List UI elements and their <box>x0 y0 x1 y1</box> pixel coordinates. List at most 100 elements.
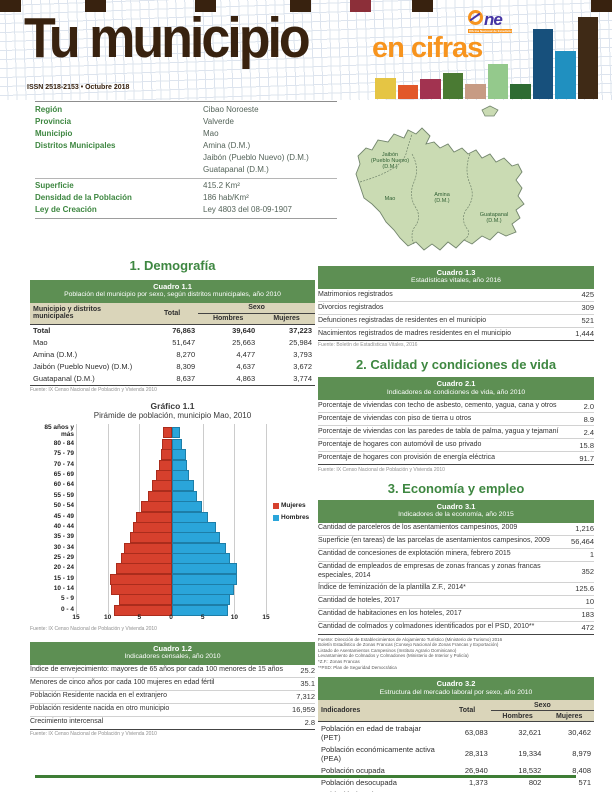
chart-subtitle: Pirámide de población, municipio Mao, 20… <box>93 411 252 421</box>
cuadro-1-2-source: Fuente: IX Censo Nacional de Población y… <box>30 731 157 738</box>
col-header-hombres: Hombres <box>198 313 259 325</box>
info-value-line: Jaibón (Pueblo Nuevo) (D.M.) <box>203 153 309 162</box>
info-value: 186 hab/Km² <box>203 192 337 204</box>
indicator-value: 309 <box>581 303 594 313</box>
row-hombres: 19,334 <box>518 749 542 758</box>
issn-line: ISSN 2518-2153 • Octubre 2018 <box>27 84 130 91</box>
cuadro-2-1-list: Porcentaje de viviendas con techo de asb… <box>318 400 594 466</box>
pyramid-row: 55 - 59 <box>30 490 315 502</box>
pyramid-x-axis: 15 10 5 0 5 10 15 <box>72 614 269 624</box>
row-total: 8,270 <box>176 350 196 360</box>
pyramid-bar-hombres <box>172 594 230 606</box>
cuadro-3-2-subtitle: Estructura del mercado laboral por sexo,… <box>379 688 533 696</box>
info-value-line: Cibao Noroeste <box>203 105 259 114</box>
indicator-label: Índice de envejecimiento: mayores de 65 … <box>30 666 283 674</box>
info-value-line: 415.2 Km² <box>203 181 240 190</box>
list-item: Porcentaje de hogares con provisión de e… <box>318 452 594 464</box>
pyramid-bar-hombres <box>172 521 217 533</box>
legend-item-mujeres: Mujeres <box>273 502 309 509</box>
cuadro-1-2-list: Índice de envejecimiento: mayores de 65 … <box>30 665 315 730</box>
legend-swatch-hombres <box>273 514 279 521</box>
row-mujeres: 3,774 <box>293 374 312 384</box>
pyramid-plot-cell <box>77 573 267 585</box>
table-row: Población ocupada 26,940 18,532 8,408 <box>318 764 594 776</box>
pyramid-row: 5 - 9 <box>30 594 315 606</box>
indicator-value: 1,444 <box>575 329 594 339</box>
indicator-value: 1,216 <box>575 524 594 534</box>
pyramid-plot-cell <box>77 490 267 502</box>
info-value: 415.2 Km² <box>203 180 337 192</box>
pyramid-plot-cell <box>77 511 267 523</box>
gridline <box>234 424 236 615</box>
age-group-label: 55 - 59 <box>53 491 74 499</box>
age-group-label: 65 - 69 <box>53 471 74 479</box>
pyramid-bar-mujeres <box>118 594 172 606</box>
map-island <box>481 105 499 117</box>
indicator-value: 25.2 <box>300 666 315 676</box>
indicator-label: Porcentaje de hogares con automóvil de u… <box>318 440 482 448</box>
cuadro-1-3-subtitle: Estadísticas vitales, año 2016 <box>411 277 501 285</box>
cuadro-2-1-source: Fuente: IX Censo Nacional de Población y… <box>318 466 445 473</box>
col-header-mujeres: Mujeres <box>258 313 315 325</box>
row-hombres: 18,532 <box>518 765 542 775</box>
cuadro-1-1-title: Cuadro 1.1 <box>153 282 192 291</box>
list-item: Divorcios registrados 309 <box>318 302 594 315</box>
row-total: 51,647 <box>172 338 196 348</box>
pyramid-plot-cell <box>77 563 267 575</box>
cuadro-3-2-header: Cuadro 3.2 Estructura del mercado labora… <box>318 677 594 700</box>
top-square <box>350 0 371 12</box>
row-mujeres: 3,672 <box>293 362 312 372</box>
age-group-label: 20 - 24 <box>53 564 74 572</box>
decor-bar-chart <box>375 0 598 99</box>
info-value: Amina (D.M.) Jaibón (Pueblo Nuevo) (D.M.)… <box>203 140 337 176</box>
row-label: Total <box>33 326 51 336</box>
pyramid-row: 15 - 19 <box>30 573 315 585</box>
map-label-guatapanal: Guatapanal (D.M.) <box>480 212 508 224</box>
cuadro-1-3-source: Fuente: Boletín de Estadísticas Vitales,… <box>318 342 418 349</box>
table-row: Guatapanal (D.M.) 8,637 4,863 3,774 <box>30 373 315 386</box>
indicator-value: 1 <box>589 550 594 560</box>
age-group-label: 0 - 4 <box>60 605 74 613</box>
page-header: Tu municipio en cifras ne Oficina Nacion… <box>0 0 612 100</box>
indicator-value: 125.6 <box>575 584 594 594</box>
footnote-line: Levantamiento de Colmados y Colmadones (… <box>318 653 469 659</box>
list-item: Nacimientos registrados de madres reside… <box>318 328 594 340</box>
age-group-label: 30 - 34 <box>53 543 74 551</box>
footnote-line: Fuente: Dirección de Establecimientos de… <box>318 636 503 642</box>
x-tick-label: 10 <box>104 614 112 622</box>
list-item: Crecimiento intercensal 2.8 <box>30 717 315 729</box>
age-group-label: 80 - 84 <box>53 440 74 448</box>
info-label: Distritos Municipales <box>35 141 116 150</box>
cuadro-3-1-title: Cuadro 3.1 <box>436 501 476 511</box>
row-mujeres: 25,984 <box>289 338 312 348</box>
table-row: Amina (D.M.) 8,270 4,477 3,793 <box>30 349 315 361</box>
cuadro-1-3-header: Cuadro 1.3 Estadísticas vitales, año 201… <box>318 266 594 289</box>
row-total: 63,083 <box>464 728 488 737</box>
list-item: Cantidad de colmados y colmadones identi… <box>318 622 594 634</box>
indicator-value: 35.1 <box>300 679 315 689</box>
pyramid-bar-mujeres <box>130 532 172 544</box>
pyramid-bar-hombres <box>172 532 220 544</box>
indicator-value: 15.8 <box>579 440 594 450</box>
indicator-label: Nacimientos registrados de madres reside… <box>318 329 511 337</box>
indicator-label: Superficie (en tareas) de las parcelas d… <box>318 537 550 545</box>
pyramid-bar-mujeres <box>115 563 172 575</box>
pyramid-plot-cell <box>77 480 267 492</box>
section-title-demografia: 1. Demografía <box>129 258 216 273</box>
row-total: 8,637 <box>176 374 196 384</box>
x-tick-label: 5 <box>137 614 142 622</box>
table-row: Jaibón (Pueblo Nuevo) (D.M.) 8,309 4,637… <box>30 361 315 373</box>
col-header-hombres: Hombres <box>490 710 545 722</box>
indicator-value: 2.4 <box>583 427 594 437</box>
decor-bar <box>487 64 508 99</box>
indicator-label: Porcentaje de hogares con provisión de e… <box>318 453 496 461</box>
chart-source: Fuente: IX Censo Nacional de Población y… <box>30 625 157 632</box>
age-group-label: 75 - 79 <box>53 450 74 458</box>
indicator-label: Divorcios registrados <box>318 303 384 311</box>
pyramid-row: 25 - 29 <box>30 552 315 564</box>
age-group-label: 70 - 74 <box>53 460 74 468</box>
map-boundary-jaibon <box>359 133 413 183</box>
decor-bar <box>555 51 576 99</box>
info-value-line: Amina (D.M.) <box>203 141 251 150</box>
